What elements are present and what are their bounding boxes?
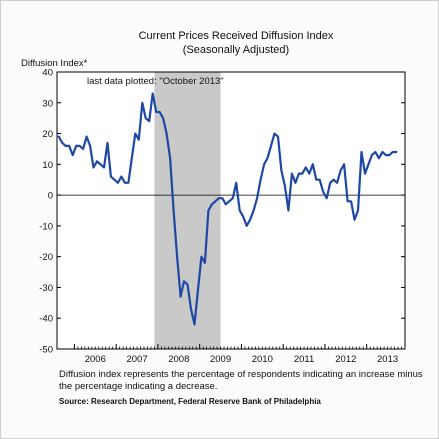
x-tick-label: 2006: [85, 354, 106, 365]
y-tick-label: 30: [42, 98, 53, 109]
chart-subtitle: (Seasonally Adjusted): [183, 44, 289, 56]
y-tick-label: -50: [39, 345, 53, 356]
x-axis: 2006 2007 2008 2009 2010 2011 2012 2013: [73, 344, 406, 365]
x-tick-label: 2013: [377, 354, 398, 365]
y-tick-label: -20: [39, 252, 53, 263]
chart-title: Current Prices Received Diffusion Index: [139, 30, 334, 42]
x-tick-label: 2009: [210, 354, 231, 365]
last-data-annotation: last data plotted: "October 2013": [87, 76, 224, 87]
y-tick-label: 40: [42, 68, 53, 79]
x-tick-label: 2010: [252, 354, 273, 365]
y-tick-label: 0: [48, 191, 53, 202]
y-tick-label: -40: [39, 314, 53, 325]
x-tick-label: 2007: [126, 354, 147, 365]
footnote-line-1: Diffusion index represents the percentag…: [59, 369, 423, 380]
series-group: [57, 92, 398, 326]
series-line-0: [57, 92, 398, 326]
source-note: Source: Research Department, Federal Res…: [59, 397, 321, 406]
y-axis-label: Diffusion Index*: [21, 58, 88, 69]
footnote-line-2: the percentage indicating a decrease.: [59, 381, 217, 392]
recession-shading: [154, 72, 221, 349]
x-tick-label: 2012: [335, 354, 356, 365]
plot-area: [56, 71, 406, 350]
y-tick-label: 10: [42, 160, 53, 171]
x-tick-label: 2011: [294, 354, 314, 365]
y-tick-label: -30: [39, 283, 53, 294]
plot-border: [56, 71, 406, 350]
y-tick-label: 20: [42, 129, 53, 140]
x-tick-label: 2008: [168, 354, 189, 365]
y-axis: 40 30 20 10 0 -10 -20 -30 -40 -50: [39, 68, 405, 356]
y-tick-label: -10: [39, 221, 53, 232]
